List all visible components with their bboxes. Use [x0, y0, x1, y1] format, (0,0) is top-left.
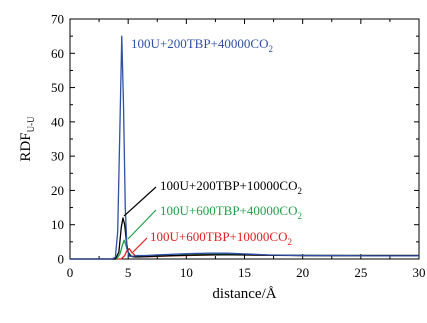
- axes: 0 5 10 15 20 25 30 0 10 20 30 40 50 60 70 distance/Å RDF…: [18, 12, 426, 303]
- y-axis-title: RDFU-U: [18, 116, 36, 162]
- series-label-0: 100U+200TBP+40000CO2: [131, 36, 273, 54]
- y-tick-label: 0: [58, 252, 65, 267]
- x-axis-title: distance/Å: [212, 286, 276, 302]
- annotation-leader-1: [123, 186, 157, 217]
- annotation-leader-3: [132, 237, 148, 253]
- y-axis-title-subscript: U-U: [26, 116, 36, 132]
- x-tick-label: 25: [354, 265, 367, 280]
- series-line-0: [70, 35, 419, 260]
- series-layer: [70, 35, 419, 260]
- series-label-subscript: 2: [297, 211, 302, 221]
- y-tick-label: 10: [51, 217, 64, 232]
- series-label-2: 100U+600TBP+40000CO2: [160, 203, 302, 221]
- series-label-main: 100U+600TBP+10000CO: [150, 229, 287, 244]
- series-label-subscript: 2: [297, 186, 302, 196]
- series-label-subscript: 2: [268, 44, 273, 54]
- y-axis-title-main: RDF: [18, 132, 34, 161]
- x-tick-label: 15: [238, 265, 251, 280]
- annotation-leader-2: [127, 209, 157, 240]
- x-tick-label: 0: [67, 265, 74, 280]
- x-tick-label: 20: [296, 265, 309, 280]
- y-tick-label: 60: [51, 46, 64, 61]
- series-label-main: 100U+200TBP+40000CO: [131, 36, 268, 51]
- y-tick-label: 30: [51, 149, 64, 164]
- y-tick-label: 50: [51, 80, 64, 95]
- series-label-main: 100U+200TBP+10000CO: [160, 178, 297, 193]
- y-tick-label: 70: [51, 12, 64, 27]
- series-label-3: 100U+600TBP+10000CO2: [150, 229, 292, 247]
- x-tick-label: 5: [125, 265, 132, 280]
- x-tick-label: 10: [180, 265, 193, 280]
- series-label-subscript: 2: [287, 237, 292, 247]
- series-label-1: 100U+200TBP+10000CO2: [160, 178, 302, 196]
- x-tick-label: 30: [413, 265, 426, 280]
- annotation-layer: 100U+200TBP+40000CO2100U+200TBP+10000CO2…: [123, 36, 302, 253]
- series-label-main: 100U+600TBP+40000CO: [160, 203, 297, 218]
- y-tick-label: 20: [51, 183, 64, 198]
- y-tick-label: 40: [51, 114, 64, 129]
